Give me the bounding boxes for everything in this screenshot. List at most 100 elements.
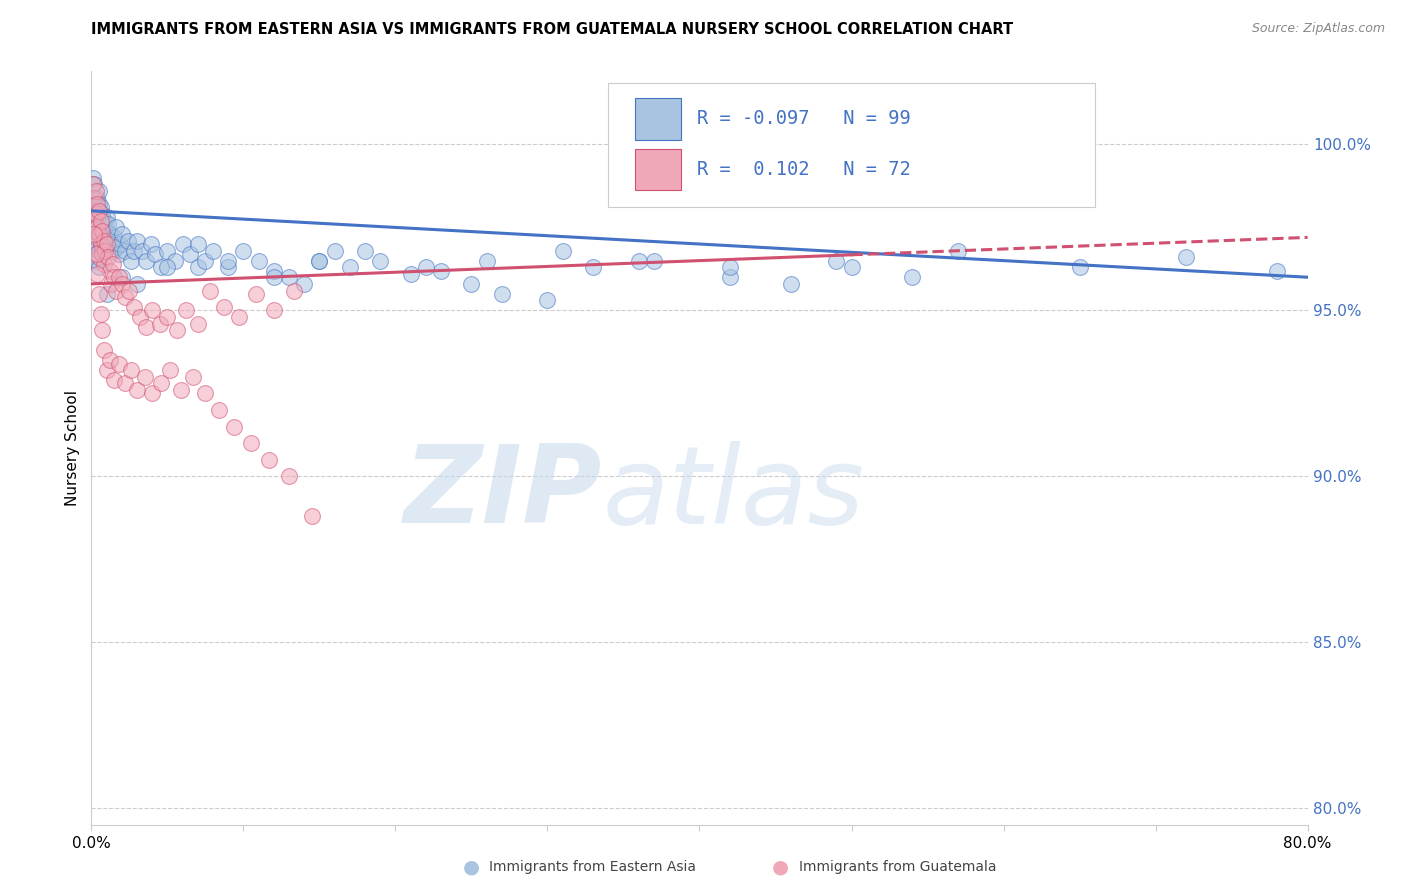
Point (87, 244, 110, 258)
Point (114, 244, 136, 258)
Point (91, 240, 114, 254)
Point (536, 293, 558, 308)
Point (96, 286, 118, 301)
Point (83, 178, 105, 192)
Point (135, 320, 157, 334)
Point (202, 244, 225, 258)
Point (103, 230, 125, 244)
Point (93, 343, 115, 358)
Point (141, 303, 163, 318)
Point (149, 317, 172, 331)
Point (82, 190, 104, 204)
Point (107, 247, 129, 261)
Point (308, 253, 330, 268)
Point (825, 253, 848, 268)
Text: ●: ● (772, 857, 789, 877)
Point (135, 253, 157, 268)
Point (475, 253, 498, 268)
Point (94, 237, 117, 252)
FancyBboxPatch shape (609, 83, 1095, 207)
Point (114, 290, 136, 304)
Point (86, 237, 108, 252)
Point (278, 469, 301, 483)
Point (1265, 263, 1288, 277)
Text: Immigrants from Guatemala: Immigrants from Guatemala (799, 860, 995, 874)
Point (101, 244, 124, 258)
Point (174, 303, 197, 318)
Point (263, 303, 285, 318)
Point (96, 211, 118, 225)
Point (111, 277, 134, 291)
Point (217, 260, 239, 275)
Point (399, 267, 422, 281)
Point (96, 237, 118, 252)
Point (125, 277, 148, 291)
Text: Immigrants from Eastern Asia: Immigrants from Eastern Asia (489, 860, 696, 874)
Point (89, 201, 111, 215)
Point (98, 227, 121, 241)
Point (82, 203, 104, 218)
Point (292, 277, 315, 291)
Point (89, 307, 111, 321)
Point (143, 247, 166, 261)
Point (139, 237, 162, 252)
Point (87, 227, 110, 241)
Point (339, 260, 361, 275)
Point (89, 214, 111, 228)
Point (91, 224, 114, 238)
Text: R =  0.102   N = 72: R = 0.102 N = 72 (697, 160, 911, 179)
Point (86, 197, 108, 211)
Point (91, 207, 114, 221)
Point (194, 253, 217, 268)
Point (93, 230, 115, 244)
Text: ●: ● (463, 857, 479, 877)
Point (86, 253, 108, 268)
Point (491, 286, 513, 301)
Point (1069, 260, 1091, 275)
Point (96, 230, 118, 244)
Point (163, 253, 186, 268)
Point (120, 363, 142, 377)
Point (122, 300, 145, 314)
Point (323, 244, 346, 258)
Point (83, 227, 105, 241)
Point (141, 386, 163, 401)
Point (83, 190, 105, 204)
Point (718, 270, 741, 285)
Point (83, 214, 105, 228)
Point (217, 253, 239, 268)
Point (87, 286, 110, 301)
Point (84, 184, 107, 198)
Point (1174, 250, 1197, 264)
Point (194, 386, 217, 401)
Point (779, 277, 801, 291)
Point (93, 234, 115, 248)
Point (259, 453, 281, 467)
Point (627, 253, 650, 268)
Point (901, 270, 924, 285)
Point (117, 234, 139, 248)
Point (83, 220, 105, 235)
Point (460, 277, 482, 291)
Point (125, 383, 148, 397)
Point (301, 509, 323, 524)
Point (86, 220, 108, 235)
Point (103, 373, 125, 387)
Point (82, 178, 104, 192)
Point (245, 286, 267, 301)
Point (368, 253, 391, 268)
Point (643, 253, 665, 268)
Point (283, 284, 305, 298)
Point (181, 369, 204, 384)
Point (232, 244, 254, 258)
Point (308, 253, 330, 268)
Point (86, 190, 108, 204)
Point (87, 260, 110, 275)
Point (100, 237, 122, 252)
Point (101, 257, 124, 271)
Point (87, 250, 110, 264)
Point (111, 227, 134, 241)
Point (87, 214, 110, 228)
Point (83, 203, 105, 218)
Point (120, 253, 142, 268)
